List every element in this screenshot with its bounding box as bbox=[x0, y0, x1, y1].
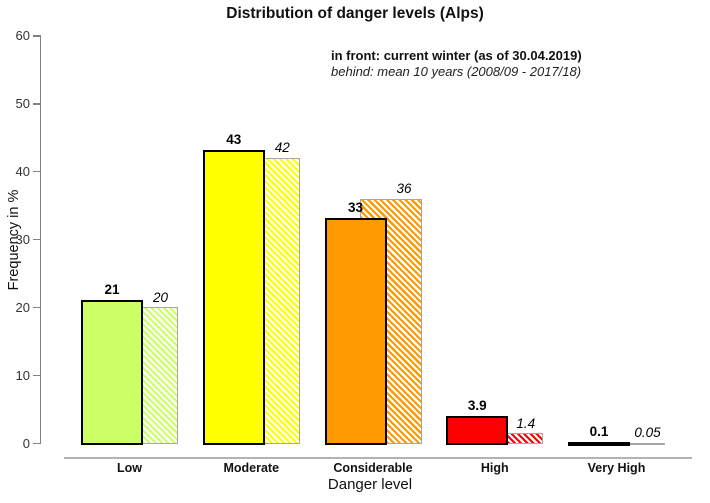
bar-front-very-high bbox=[568, 441, 630, 446]
behind-value-label-very-high: 0.05 bbox=[634, 425, 661, 441]
front-value-label-low: 21 bbox=[104, 281, 120, 297]
category-label-very-high: Very High bbox=[587, 461, 646, 475]
y-tick-label: 40 bbox=[15, 163, 30, 179]
y-tick-label: 50 bbox=[15, 95, 30, 111]
y-tick-mark bbox=[33, 35, 41, 37]
legend-front-series-note: in front: current winter (as of 30.04.20… bbox=[331, 48, 582, 63]
legend-behind-series-note: behind: mean 10 years (2008/09 - 2017/18… bbox=[331, 64, 582, 79]
chart-title: Distribution of danger levels (Alps) bbox=[226, 5, 484, 22]
y-tick-mark bbox=[33, 442, 41, 445]
y-tick-label: 0 bbox=[22, 435, 30, 451]
category-label-high: High bbox=[480, 461, 509, 475]
category-label-low: Low bbox=[117, 461, 142, 475]
behind-value-label-low: 20 bbox=[152, 289, 169, 305]
front-value-label-considerable: 33 bbox=[347, 200, 364, 216]
front-value-label-very-high: 0.1 bbox=[589, 423, 609, 439]
y-tick-label: 20 bbox=[15, 299, 30, 315]
bar-front-moderate bbox=[202, 150, 265, 445]
y-tick-label: 30 bbox=[15, 231, 30, 247]
front-value-label-moderate: 43 bbox=[226, 132, 242, 148]
behind-value-label-high: 1.4 bbox=[516, 415, 536, 431]
front-value-label-high: 3.9 bbox=[467, 398, 487, 413]
y-tick-mark bbox=[33, 307, 41, 309]
x-axis-title: Danger level bbox=[327, 476, 413, 493]
behind-value-label-moderate: 42 bbox=[274, 140, 290, 156]
category-label-moderate: Moderate bbox=[223, 461, 280, 475]
bar-front-high bbox=[446, 415, 509, 445]
y-tick-label: 60 bbox=[15, 28, 30, 43]
bar-front-low bbox=[81, 299, 143, 445]
y-tick-label: 10 bbox=[15, 367, 30, 383]
behind-value-label-considerable: 36 bbox=[396, 181, 412, 196]
bar-front-considerable bbox=[324, 218, 387, 445]
category-label-considerable: Considerable bbox=[333, 461, 413, 475]
y-tick-mark bbox=[33, 239, 41, 241]
chart-legend: in front: current winter (as of 30.04.20… bbox=[331, 48, 582, 80]
y-tick-mark bbox=[33, 374, 41, 377]
x-axis-line bbox=[64, 457, 692, 459]
y-tick-mark bbox=[33, 103, 41, 105]
y-tick-mark bbox=[33, 171, 41, 173]
